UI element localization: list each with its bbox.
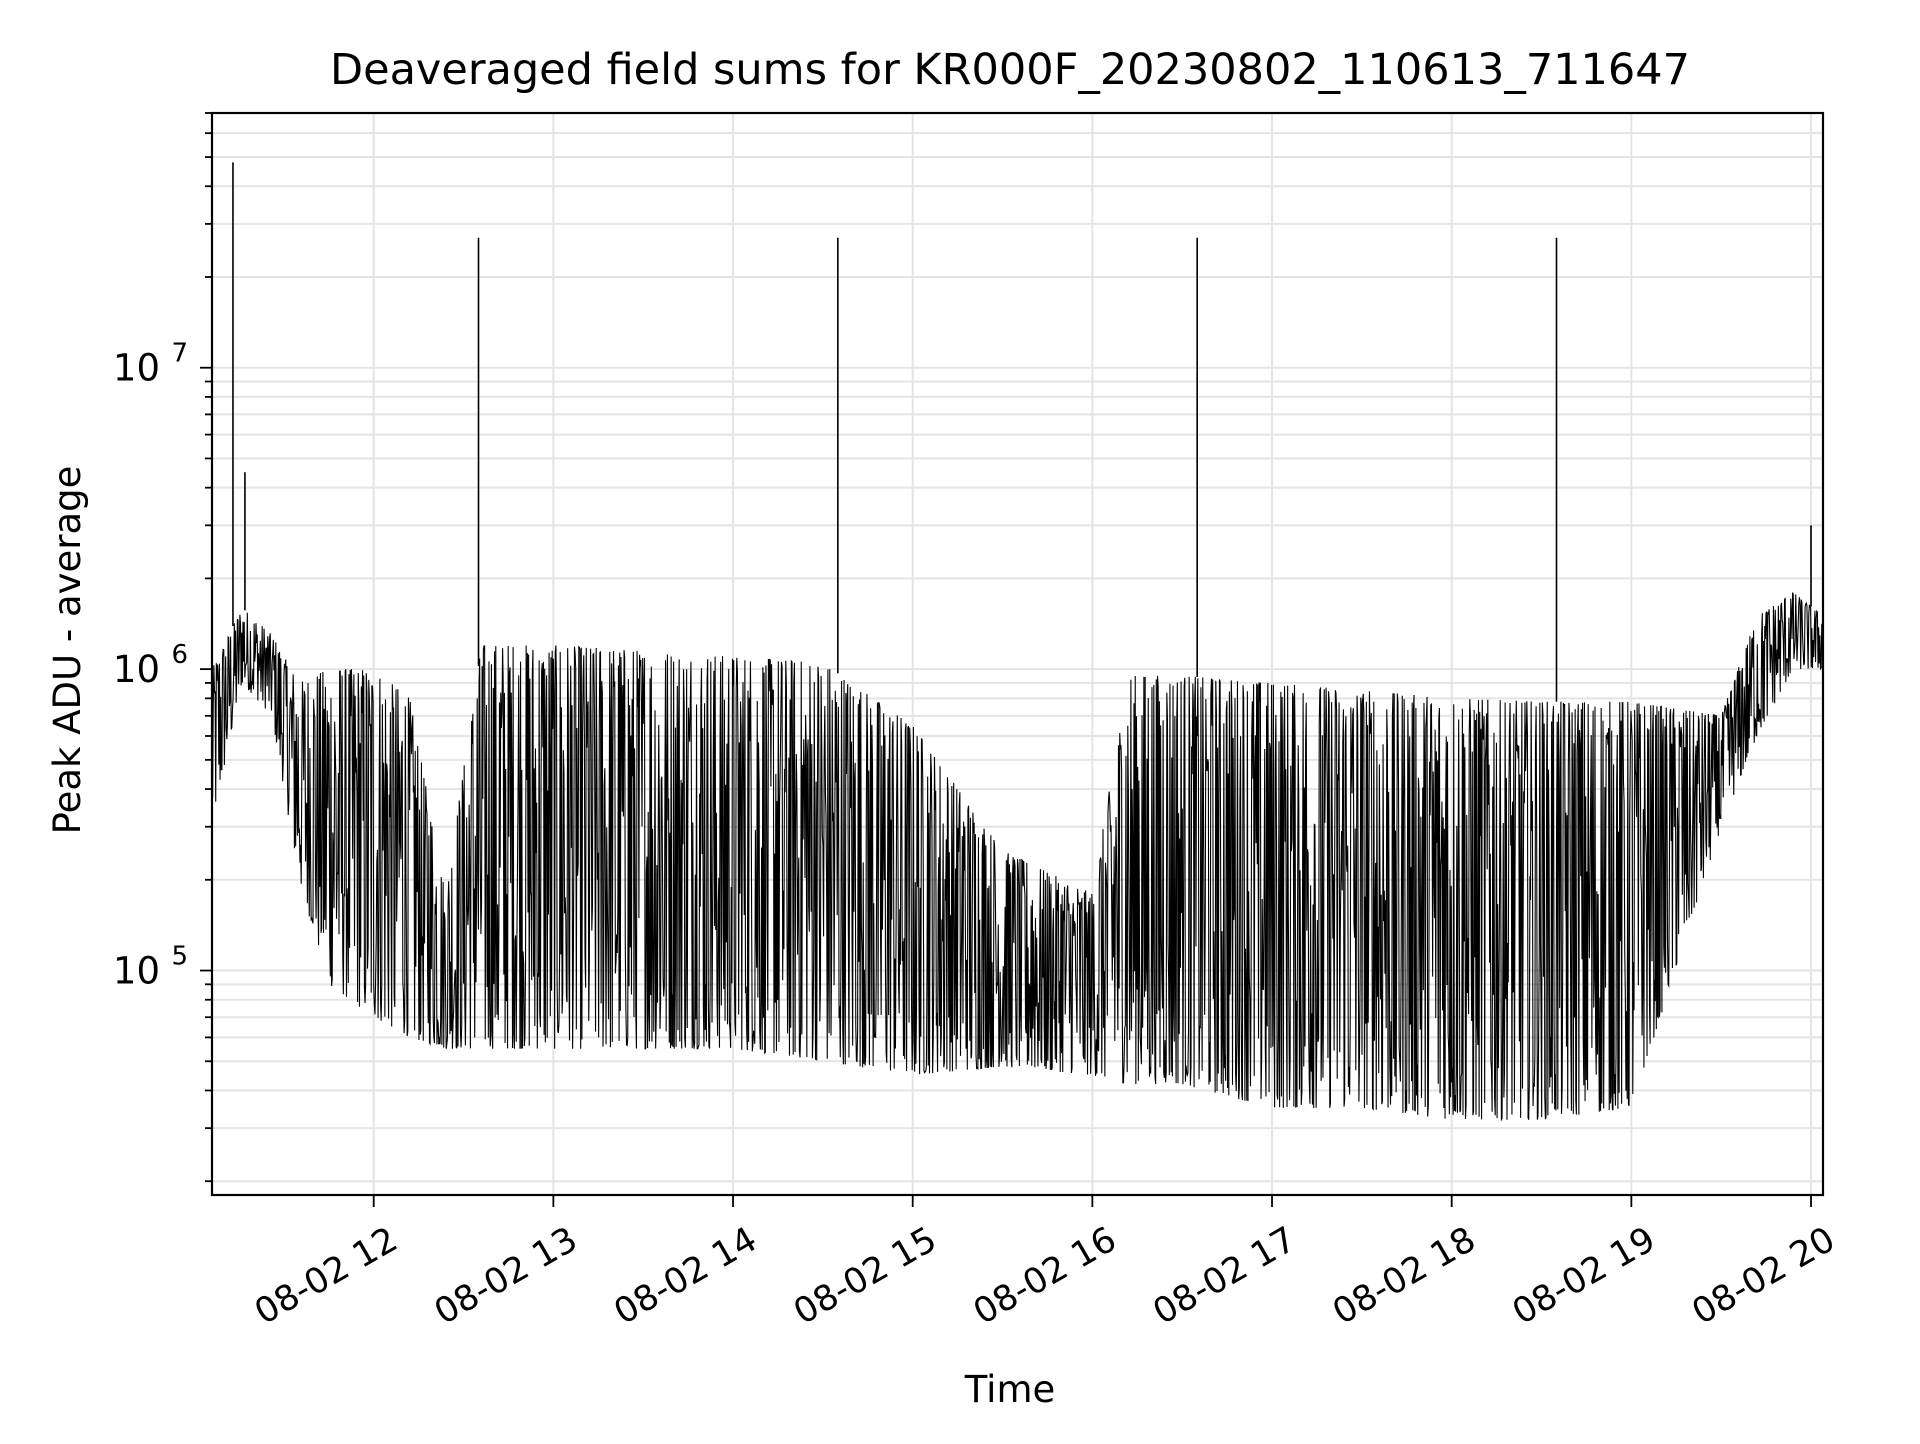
x-tick-label: 08-02 14 [608, 1220, 764, 1333]
axes-layer [200, 111, 1825, 1207]
y-tick-label-exponent: 7 [171, 339, 188, 369]
data-layer [211, 162, 1824, 1122]
x-tick-label: 08-02 17 [1147, 1220, 1303, 1333]
y-tick-label-exponent: 5 [171, 942, 188, 972]
x-tick-label: 08-02 18 [1326, 1220, 1482, 1333]
x-tick-label: 08-02 20 [1686, 1220, 1842, 1333]
plot-frame [210, 111, 1825, 1197]
y-axis-label: Peak ADU - average [46, 466, 89, 835]
y-tick-label: 10 [113, 950, 160, 993]
x-tick-label: 08-02 13 [428, 1220, 584, 1333]
x-axis-label: Time [964, 1368, 1056, 1411]
data-line [211, 592, 1824, 1122]
x-tick-label: 08-02 19 [1506, 1220, 1662, 1333]
y-tick-label: 10 [113, 648, 160, 691]
chart-title: Deaveraged field sums for KR000F_2023080… [330, 45, 1690, 95]
x-tick-label: 08-02 16 [967, 1220, 1123, 1333]
y-tick-label-exponent: 6 [171, 640, 188, 670]
x-tick-label: 08-02 12 [248, 1220, 404, 1333]
x-tick-label: 08-02 15 [787, 1220, 943, 1333]
y-tick-label: 10 [113, 347, 160, 390]
